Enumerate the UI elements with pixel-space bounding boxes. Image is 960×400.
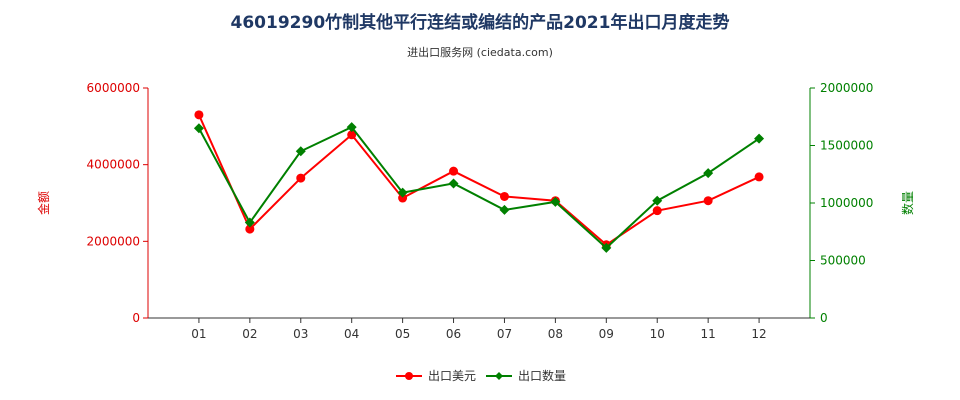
data-point xyxy=(703,168,714,179)
right-tick-label: 2000000 xyxy=(820,81,873,95)
x-tick-label: 01 xyxy=(191,327,206,341)
x-tick-label: 10 xyxy=(650,327,665,341)
data-point xyxy=(601,242,612,253)
left-tick-label: 6000000 xyxy=(87,81,140,95)
series-line-1 xyxy=(198,114,760,247)
left-tick-label: 4000000 xyxy=(87,158,140,172)
data-point xyxy=(499,204,510,215)
left-axis-label: 金额 xyxy=(36,191,51,215)
data-point xyxy=(296,173,306,183)
legend-marker xyxy=(405,372,413,380)
data-point xyxy=(652,195,663,206)
data-point xyxy=(448,178,459,189)
x-tick-label: 09 xyxy=(599,327,614,341)
data-point xyxy=(245,224,255,234)
legend-marker xyxy=(495,372,503,380)
right-axis-label: 数量 xyxy=(900,191,915,215)
right-tick-label: 0 xyxy=(820,311,828,325)
x-tick-label: 04 xyxy=(344,327,359,341)
data-point xyxy=(550,196,561,207)
left-tick-label: 0 xyxy=(132,311,140,325)
x-tick-label: 02 xyxy=(242,327,257,341)
data-point xyxy=(703,196,713,206)
data-point xyxy=(346,122,357,133)
data-point xyxy=(499,191,509,201)
legend: 出口美元 出口数量 xyxy=(396,368,566,383)
chart-title: 46019290竹制其他平行连结或编结的产品2021年出口月度走势 xyxy=(230,13,730,33)
data-point xyxy=(397,187,408,198)
x-tick-label: 11 xyxy=(701,327,716,341)
right-tick-label: 1500000 xyxy=(820,139,873,153)
x-tick-label: 05 xyxy=(395,327,410,341)
data-point xyxy=(194,110,204,120)
data-point xyxy=(398,193,408,203)
series-layer xyxy=(193,110,765,253)
right-tick-label: 500000 xyxy=(820,254,866,268)
data-point xyxy=(754,133,765,144)
data-point xyxy=(244,217,255,228)
legend-label: 出口数量 xyxy=(518,368,566,383)
legend-label: 出口美元 xyxy=(428,369,476,383)
data-point xyxy=(449,166,459,176)
left-tick-label: 2000000 xyxy=(87,234,140,248)
chart-subtitle: 进出口服务网 (ciedata.com) xyxy=(407,46,553,59)
data-point xyxy=(652,206,662,216)
data-point xyxy=(347,130,357,140)
data-point xyxy=(754,172,764,182)
x-tick-label: 12 xyxy=(751,327,766,341)
data-point xyxy=(295,146,306,157)
right-tick-label: 1000000 xyxy=(820,196,873,210)
x-tick-label: 07 xyxy=(497,327,512,341)
series-line-2 xyxy=(198,125,760,250)
x-tick-label: 03 xyxy=(293,327,308,341)
axes: 0 2000000 4000000 6000000 金额 0 500000 1000000 15… xyxy=(36,81,915,341)
x-tick-label: 08 xyxy=(548,327,563,341)
x-tick-label: 06 xyxy=(446,327,461,341)
data-point xyxy=(193,123,204,134)
